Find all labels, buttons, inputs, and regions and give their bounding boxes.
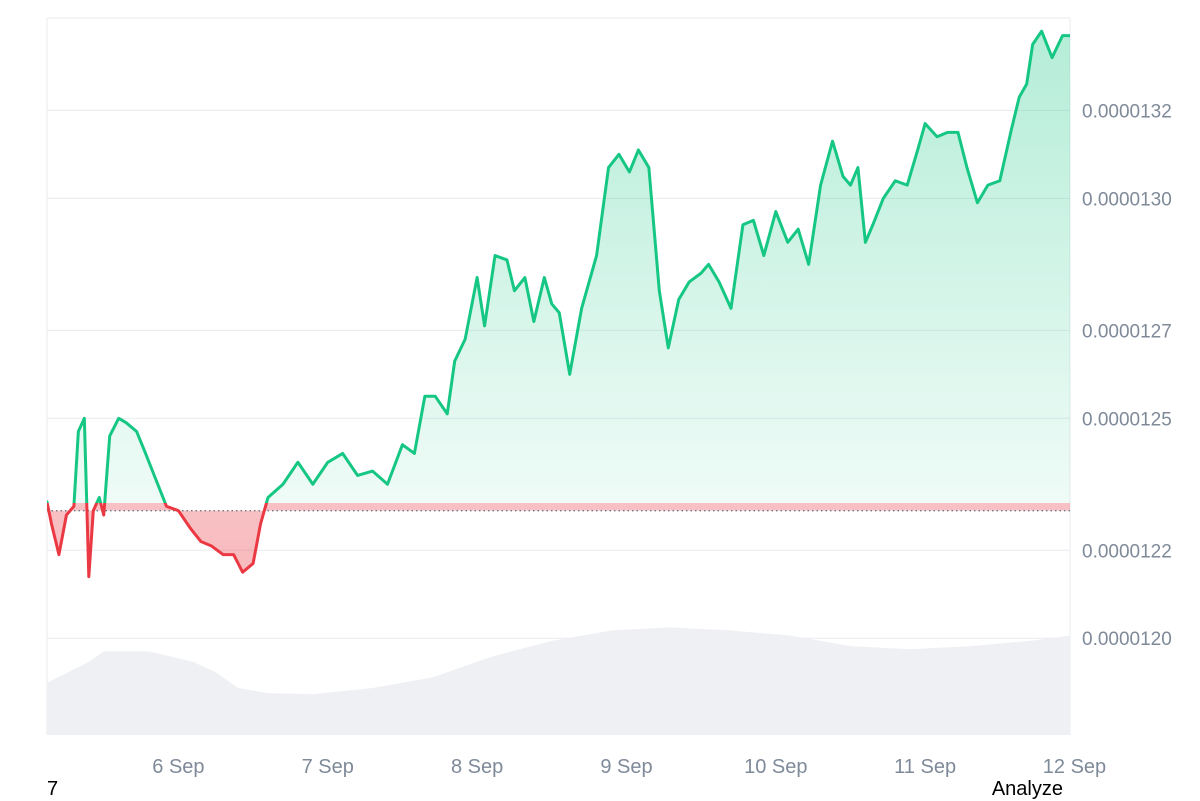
x-tick-label: 11 Sep [894, 756, 956, 778]
x-tick-label: 7 Sep [302, 756, 354, 778]
y-tick-label: 0.0000127 [1082, 321, 1172, 342]
analyze-link[interactable]: Analyze [991, 778, 1063, 800]
footer-left-text: 7 [47, 778, 59, 800]
x-tick-label: 10 Sep [744, 756, 807, 778]
volume-area [47, 627, 1070, 735]
x-tick-label: 6 Sep [152, 756, 204, 778]
x-tick-label: 12 Sep [1043, 756, 1106, 778]
x-tick-label: 8 Sep [451, 756, 503, 778]
price-area-above-baseline [47, 31, 1070, 503]
y-tick-label: 0.0000125 [1082, 409, 1172, 430]
y-axis: 0.0000132 0.0000130 0.0000127 0.0000125 0.00… [1082, 101, 1172, 650]
price-line-below-baseline [47, 503, 269, 579]
price-line-above-baseline [47, 29, 1070, 503]
y-tick-label: 0.0000120 [1082, 629, 1172, 650]
x-tick-label: 9 Sep [600, 756, 652, 778]
y-tick-label: 0.0000130 [1082, 189, 1172, 210]
y-tick-label: 0.0000122 [1082, 541, 1172, 562]
price-area-below-baseline [47, 503, 1070, 577]
y-tick-label: 0.0000132 [1082, 101, 1172, 122]
x-axis: 6 Sep 7 Sep 8 Sep 9 Sep 10 Sep 11 Sep 12 Sep [152, 756, 1106, 778]
